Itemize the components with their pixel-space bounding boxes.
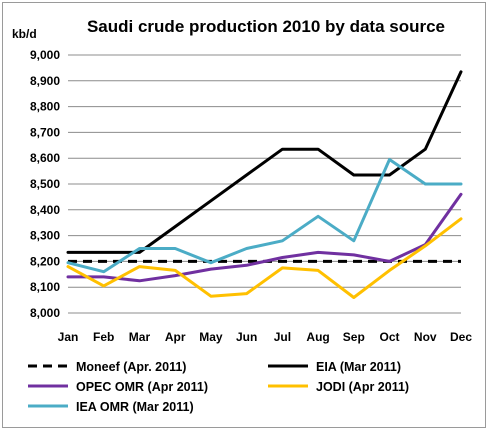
x-tick-label: Sep (343, 330, 365, 344)
x-tick-label: Dec (450, 330, 472, 344)
legend-label-4: IEA OMR (Mar 2011) (76, 400, 194, 414)
x-tick-label: Jun (236, 330, 257, 344)
series-line-1 (66, 70, 463, 254)
x-tick-label: Nov (414, 330, 437, 344)
y-axis-ticks: 8,000 8,100 8,200 8,300 8,400 8,500 8,600 8,700… (30, 48, 60, 320)
grid-lines (68, 54, 461, 314)
y-tick-label: 8,200 (30, 254, 60, 268)
series-line-2 (66, 192, 463, 283)
y-tick-label: 8,900 (30, 74, 60, 88)
x-tick-label: Oct (380, 330, 400, 344)
x-tick-label: Jul (274, 330, 291, 344)
y-tick-label: 9,000 (30, 48, 60, 62)
legend-label-1: EIA (Mar 2011) (316, 360, 401, 374)
y-tick-label: 8,100 (30, 280, 60, 294)
legend-label-0: Moneef (Apr. 2011) (76, 360, 186, 374)
x-tick-label: Aug (306, 330, 329, 344)
x-tick-label: Jan (58, 330, 79, 344)
legend-label-3: JODI (Apr 2011) (316, 380, 409, 394)
y-tick-label: 8,300 (30, 229, 60, 243)
x-tick-label: May (199, 330, 223, 344)
series-line-4 (66, 158, 463, 274)
x-tick-label: Apr (165, 330, 186, 344)
x-tick-label: Mar (129, 330, 151, 344)
x-tick-label: Feb (93, 330, 114, 344)
legend-label-2: OPEC OMR (Apr 2011) (76, 380, 208, 394)
y-axis-unit-label: kb/d (12, 27, 37, 41)
legend: Moneef (Apr. 2011) EIA (Mar 2011) OPEC OMR… (28, 360, 409, 414)
y-tick-label: 8,800 (30, 100, 60, 114)
series-lines (66, 70, 463, 299)
y-tick-label: 8,000 (30, 306, 60, 320)
y-tick-label: 8,500 (30, 177, 60, 191)
chart-frame (2, 2, 486, 428)
y-tick-label: 8,400 (30, 203, 60, 217)
y-tick-label: 8,700 (30, 125, 60, 139)
series-line-3 (66, 217, 463, 299)
chart-title: Saudi crude production 2010 by data sour… (87, 17, 445, 36)
x-axis-ticks: Jan Feb Mar Apr May Jun Jul Aug Sep Oct Nov Dec (58, 330, 473, 344)
y-tick-label: 8,600 (30, 151, 60, 165)
